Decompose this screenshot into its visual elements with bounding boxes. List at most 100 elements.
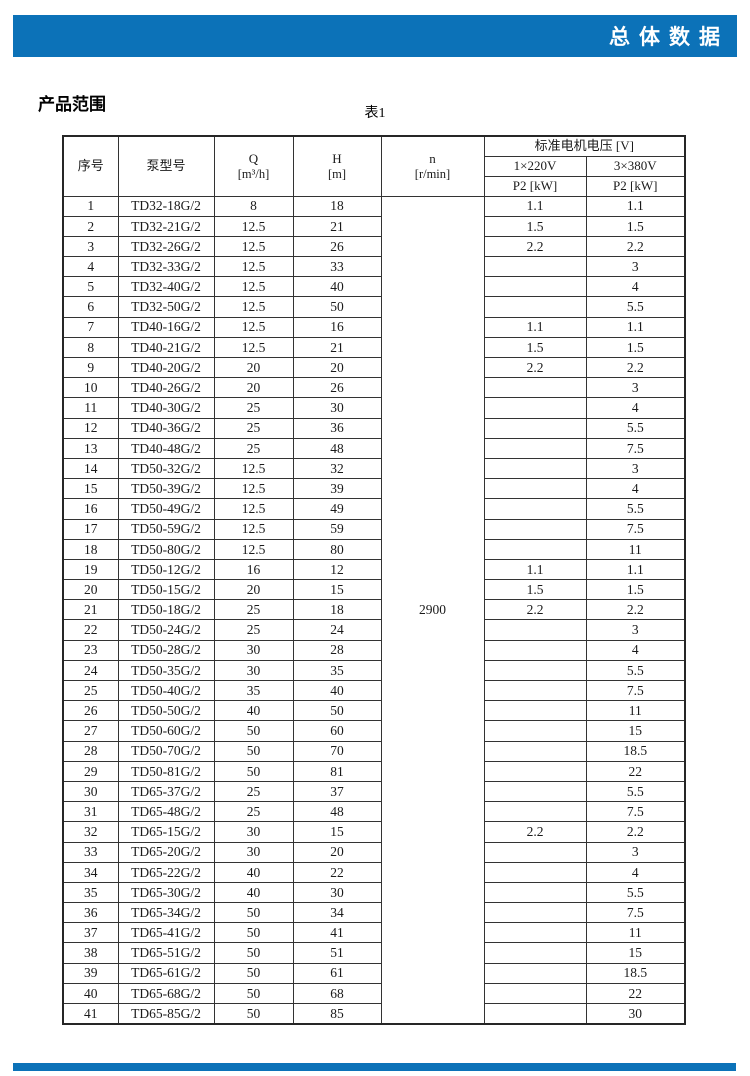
cell-no: 10 [62,377,119,399]
cell-p2-380: 2.2 [585,821,686,843]
cell-no: 19 [62,558,119,581]
cell-h: 37 [292,780,382,803]
cell-no: 8 [62,336,119,359]
cell-model: TD40-48G/2 [117,437,215,459]
cell-model: TD50-60G/2 [117,720,215,742]
cell-p2-220 [483,276,587,298]
cell-model: TD32-40G/2 [117,276,215,298]
cell-h: 59 [292,518,382,540]
cell-q: 30 [213,659,294,682]
table-row: 39 TD65-61G/2 50 61 18.5 [62,962,686,984]
header-model: 泵型号 [117,135,215,197]
cell-no: 20 [62,579,119,601]
cell-h: 40 [292,276,382,298]
cell-q: 40 [213,700,294,722]
cell-h: 48 [292,437,382,459]
cell-h: 15 [292,821,382,843]
cell-q: 12.5 [213,235,294,258]
cell-no: 30 [62,780,119,803]
table-row: 7 TD40-16G/2 12.5 16 1.1 1.1 [62,316,686,338]
cell-q: 50 [213,902,294,924]
cell-model: TD65-68G/2 [117,982,215,1005]
cell-h: 22 [292,861,382,883]
cell-model: TD40-16G/2 [117,316,215,338]
cell-p2-220 [483,518,587,540]
cell-no: 33 [62,841,119,863]
cell-p2-380: 5.5 [585,498,686,520]
table-row: 28 TD50-70G/2 50 70 18.5 [62,740,686,762]
cell-p2-220 [483,256,587,278]
cell-p2-220: 1.5 [483,579,587,601]
cell-q: 25 [213,599,294,621]
cell-p2-220: 1.1 [483,558,587,581]
cell-p2-380: 3 [585,457,686,480]
table-row: 18 TD50-80G/2 12.5 80 11 [62,538,686,560]
cell-h: 30 [292,397,382,419]
cell-model: TD50-12G/2 [117,558,215,581]
cell-p2-220 [483,639,587,661]
cell-q: 25 [213,619,294,641]
cell-q: 12.5 [213,296,294,318]
cell-no: 4 [62,256,119,278]
cell-p2-220 [483,538,587,560]
cell-h: 40 [292,679,382,702]
cell-model: TD65-51G/2 [117,942,215,964]
table-row: 20 TD50-15G/2 20 15 1.5 1.5 [62,579,686,601]
cell-p2-380: 5.5 [585,780,686,803]
cell-q: 30 [213,841,294,863]
cell-h: 51 [292,942,382,964]
cell-p2-380: 7.5 [585,679,686,702]
table-row: 4 TD32-33G/2 12.5 33 3 [62,256,686,278]
cell-model: TD65-41G/2 [117,922,215,944]
cell-p2-380: 3 [585,256,686,278]
cell-q: 50 [213,760,294,782]
cell-no: 5 [62,276,119,298]
cell-p2-380: 4 [585,639,686,661]
header-row-1: 序号 泵型号 Q [m³/h] H [m] n [r/min] 标准电机电压 [… [62,135,686,197]
cell-q: 12.5 [213,478,294,500]
cell-no: 36 [62,902,119,924]
table-row: 2 TD32-21G/2 12.5 21 1.5 1.5 [62,215,686,237]
table-header: 序号 泵型号 Q [m³/h] H [m] n [r/min] 标准电机电压 [… [62,135,686,197]
cell-p2-220 [483,902,587,924]
cell-q: 12.5 [213,457,294,480]
table-row: 19 TD50-12G/2 16 12 1.1 1.1 [62,558,686,581]
cell-p2-220 [483,780,587,803]
table-row: 33 TD65-20G/2 30 20 3 [62,841,686,863]
cell-no: 16 [62,498,119,520]
cell-q: 12.5 [213,256,294,278]
cell-model: TD50-80G/2 [117,538,215,560]
cell-p2-380: 5.5 [585,881,686,904]
cell-q: 40 [213,881,294,904]
table-row: 22 TD50-24G/2 25 24 3 [62,619,686,641]
table-body: 1 TD32-18G/2 8 18 2900 1.1 1.1 2 TD32-21G/2 12.5 2… [62,195,686,1025]
cell-p2-380: 2.2 [585,235,686,258]
cell-q: 8 [213,195,294,217]
table-row: 14 TD50-32G/2 12.5 32 3 [62,457,686,480]
cell-model: TD65-20G/2 [117,841,215,863]
cell-p2-380: 7.5 [585,437,686,459]
table-row: 15 TD50-39G/2 12.5 39 4 [62,478,686,500]
cell-p2-220 [483,437,587,459]
cell-q: 12.5 [213,518,294,540]
spec-table: 序号 泵型号 Q [m³/h] H [m] n [r/min] 标准电机电压 [… [62,135,687,1025]
cell-h: 50 [292,296,382,318]
table-row: 3 TD32-26G/2 12.5 26 2.2 2.2 [62,235,686,258]
cell-h: 81 [292,760,382,782]
cell-p2-380: 4 [585,276,686,298]
cell-p2-220: 1.1 [483,316,587,338]
cell-model: TD50-15G/2 [117,579,215,601]
cell-h: 68 [292,982,382,1005]
cell-p2-380: 11 [585,922,686,944]
cell-no: 9 [62,356,119,379]
cell-model: TD40-20G/2 [117,356,215,379]
table-row: 13 TD40-48G/2 25 48 7.5 [62,437,686,459]
table-row: 10 TD40-26G/2 20 26 3 [62,377,686,399]
cell-h: 30 [292,881,382,904]
cell-p2-380: 1.1 [585,558,686,581]
table-row: 9 TD40-20G/2 20 20 2.2 2.2 [62,356,686,379]
cell-q: 20 [213,377,294,399]
cell-no: 22 [62,619,119,641]
cell-no: 7 [62,316,119,338]
cell-p2-380: 7.5 [585,801,686,823]
